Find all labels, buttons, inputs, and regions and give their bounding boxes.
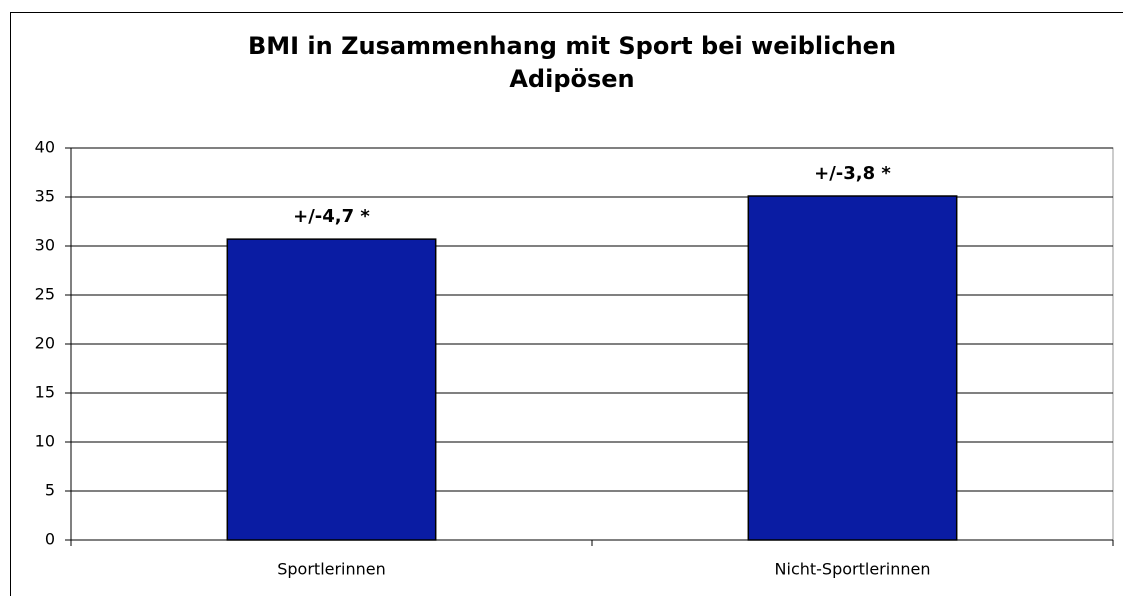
bar <box>226 238 437 541</box>
y-tick-label: 0 <box>45 530 55 549</box>
x-tick-label: Nicht-Sportlerinnen <box>775 560 931 579</box>
chart-title: Adipösen <box>509 65 634 93</box>
annotation: +/-3,8 * <box>814 163 891 184</box>
y-tick-label: 5 <box>45 481 55 500</box>
y-tick-label: 20 <box>35 334 55 353</box>
y-tick-label: 25 <box>35 285 55 304</box>
y-tick-label: 35 <box>35 187 55 206</box>
y-tick-label: 30 <box>35 236 55 255</box>
y-tick-label: 40 <box>35 138 55 157</box>
bar <box>747 195 958 541</box>
chart-title: BMI in Zusammenhang mit Sport bei weibli… <box>248 32 896 60</box>
y-tick-label: 15 <box>35 383 55 402</box>
annotation: +/-4,7 * <box>293 206 370 227</box>
x-tick-label: Sportlerinnen <box>277 560 386 579</box>
y-tick-label: 10 <box>35 432 55 451</box>
